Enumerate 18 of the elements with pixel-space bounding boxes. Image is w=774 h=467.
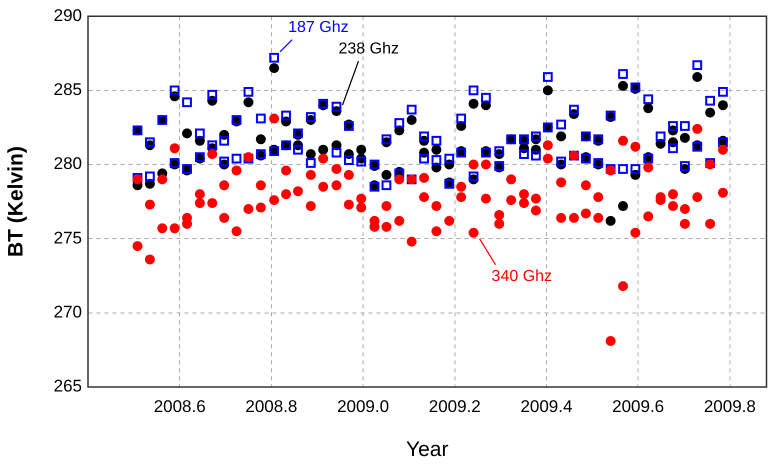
y-tick-label: 265 bbox=[54, 376, 82, 396]
y-tick-label: 290 bbox=[54, 6, 82, 25]
y-tick-label: 275 bbox=[54, 228, 82, 248]
y-tick-label: 280 bbox=[54, 154, 82, 174]
x-tick-label: 2008.8 bbox=[245, 396, 298, 416]
x-tick-label: 2009.6 bbox=[612, 396, 664, 416]
x-tick-label: 2009.0 bbox=[337, 396, 390, 416]
x-tick-label: 2009.8 bbox=[704, 396, 756, 416]
annotation: 340 Ghz bbox=[492, 268, 552, 286]
y-tick-label: 285 bbox=[54, 80, 82, 100]
y-axis-title: BT (Kelvin) bbox=[4, 146, 28, 258]
x-axis-title: Year bbox=[406, 438, 448, 462]
y-tick-label: 270 bbox=[54, 302, 82, 322]
x-tick-label: 2009.4 bbox=[520, 396, 572, 416]
x-tick-label: 2008.6 bbox=[154, 396, 206, 416]
x-tick-label: 2009.2 bbox=[428, 396, 481, 416]
annotation: 238 Ghz bbox=[338, 40, 399, 58]
annotation: 187 Ghz bbox=[288, 19, 349, 36]
